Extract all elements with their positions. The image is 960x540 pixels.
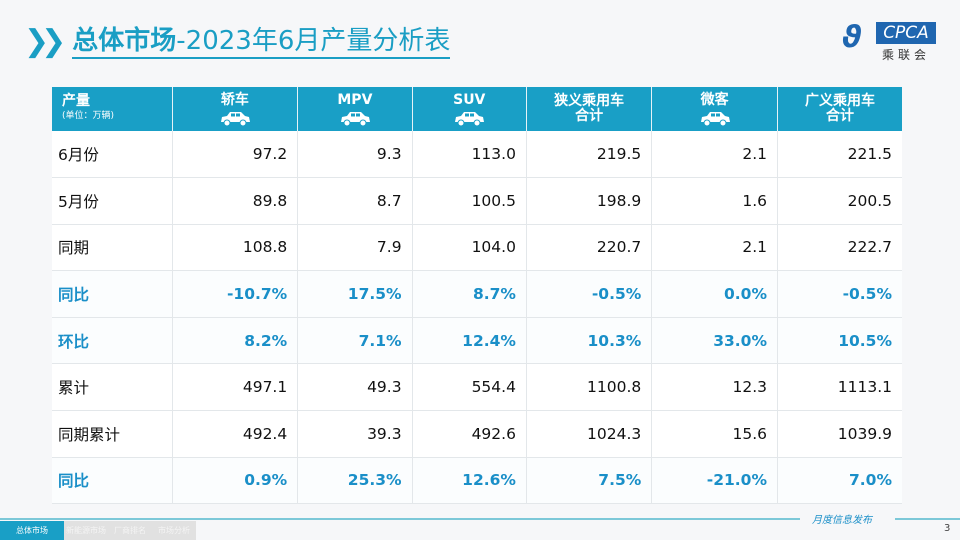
cell-value: 221.5 (777, 131, 902, 179)
cell-value: 222.7 (777, 224, 902, 272)
row-label: 同期 (52, 224, 173, 272)
cell-value: 219.5 (526, 131, 653, 179)
row-label: 累计 (52, 363, 173, 412)
cell-value: 108.8 (172, 224, 299, 272)
table-row: 同期累计 492.4 39.3 492.6 1024.3 15.6 1039.9 (52, 410, 902, 458)
double-chevron-icon: ❯❯ (24, 24, 66, 59)
mpv-icon (298, 110, 411, 126)
cell-value: -10.7% (172, 270, 299, 318)
sedan-icon (173, 110, 298, 126)
table-row: 累计 497.1 49.3 554.4 1100.8 12.3 1113.1 (52, 363, 902, 412)
row-label: 5月份 (52, 177, 173, 225)
cell-value: 1024.3 (526, 410, 653, 458)
cell-value: 554.4 (412, 363, 527, 412)
cell-value: 497.1 (172, 363, 299, 412)
cell-value: 7.5% (526, 457, 653, 505)
column-header: MPV (297, 87, 413, 131)
row-label: 6月份 (52, 131, 173, 179)
cell-value: 9.3 (297, 131, 413, 179)
cell-value: 7.0% (777, 457, 902, 505)
column-header: 广义乘用车 合计 (777, 87, 902, 131)
column-header: 狭义乘用车 合计 (526, 87, 653, 131)
cell-value: 0.0% (651, 270, 778, 318)
cell-value: 104.0 (412, 224, 527, 272)
cell-value: 1039.9 (777, 410, 902, 458)
production-table: 产量 (单位：万辆) 轿车 MPV SUV 狭义乘用车 合计 微客 广义乘用车 合计 6月份 97.… (52, 87, 902, 505)
cell-value: 492.4 (172, 410, 299, 458)
cell-value: 0.9% (172, 457, 299, 505)
row-label: 环比 (52, 317, 173, 365)
cell-value: 2.1 (651, 131, 778, 179)
unit-header: 产量 (单位：万辆) (52, 87, 173, 131)
cell-value: 39.3 (297, 410, 413, 458)
cell-value: 12.3 (651, 363, 778, 412)
cell-value: 7.1% (297, 317, 413, 365)
column-header: 微客 (651, 87, 778, 131)
cell-value: 10.5% (777, 317, 902, 365)
cell-value: 15.6 (651, 410, 778, 458)
cpca-logo: ϑ CPCA 乘联会 (838, 20, 940, 62)
column-header: 轿车 (172, 87, 299, 131)
cell-value: 49.3 (297, 363, 413, 412)
cell-value: 25.3% (297, 457, 413, 505)
cell-value: 220.7 (526, 224, 653, 272)
cell-value: 200.5 (777, 177, 902, 225)
cell-value: 97.2 (172, 131, 299, 179)
row-label: 同期累计 (52, 410, 173, 458)
table-row: 环比 8.2% 7.1% 12.4% 10.3% 33.0% 10.5% (52, 317, 902, 365)
footer-tab[interactable]: 厂商排名 (108, 521, 152, 540)
column-header: SUV (412, 87, 527, 131)
cell-value: -0.5% (777, 270, 902, 318)
cell-value: 89.8 (172, 177, 299, 225)
table-row: 6月份 97.2 9.3 113.0 219.5 2.1 221.5 (52, 131, 902, 179)
table-row: 同比 0.9% 25.3% 12.6% 7.5% -21.0% 7.0% (52, 457, 902, 505)
footer-divider (0, 518, 800, 520)
cell-value: 17.5% (297, 270, 413, 318)
footer-tab[interactable]: 总体市场 (0, 521, 64, 540)
cell-value: 492.6 (412, 410, 527, 458)
cell-value: 12.4% (412, 317, 527, 365)
cell-value: 198.9 (526, 177, 653, 225)
cell-value: 1113.1 (777, 363, 902, 412)
footer-tab[interactable]: 新能源市场 (64, 521, 108, 540)
cell-value: 8.7 (297, 177, 413, 225)
cell-value: 1100.8 (526, 363, 653, 412)
cell-value: 2.1 (651, 224, 778, 272)
table-row: 5月份 89.8 8.7 100.5 198.9 1.6 200.5 (52, 177, 902, 225)
footer-tab[interactable]: 市场分析 (152, 521, 196, 540)
minivan-icon (652, 110, 777, 126)
cell-value: -21.0% (651, 457, 778, 505)
cell-value: 8.7% (412, 270, 527, 318)
cell-value: 12.6% (412, 457, 527, 505)
title-rest: -2023年6月产量分析表 (176, 25, 451, 56)
cell-value: 7.9 (297, 224, 413, 272)
footer-tabs: 总体市场 新能源市场 厂商排名 市场分析 (0, 521, 196, 540)
cell-value: 33.0% (651, 317, 778, 365)
row-label: 同比 (52, 457, 173, 505)
cell-value: -0.5% (526, 270, 653, 318)
suv-icon (413, 110, 526, 126)
cell-value: 100.5 (412, 177, 527, 225)
row-label: 同比 (52, 270, 173, 318)
cell-value: 10.3% (526, 317, 653, 365)
cell-value: 8.2% (172, 317, 299, 365)
cell-value: 1.6 (651, 177, 778, 225)
table-row: 同比 -10.7% 17.5% 8.7% -0.5% 0.0% -0.5% (52, 270, 902, 318)
cell-value: 113.0 (412, 131, 527, 179)
table-row: 同期 108.8 7.9 104.0 220.7 2.1 222.7 (52, 224, 902, 272)
publish-label: 月度信息发布 (812, 515, 872, 526)
title-bold: 总体市场 (72, 25, 177, 56)
page-number: 3 (944, 523, 951, 534)
slide-title: ❯❯ 总体市场-2023年6月产量分析表 (24, 24, 451, 59)
